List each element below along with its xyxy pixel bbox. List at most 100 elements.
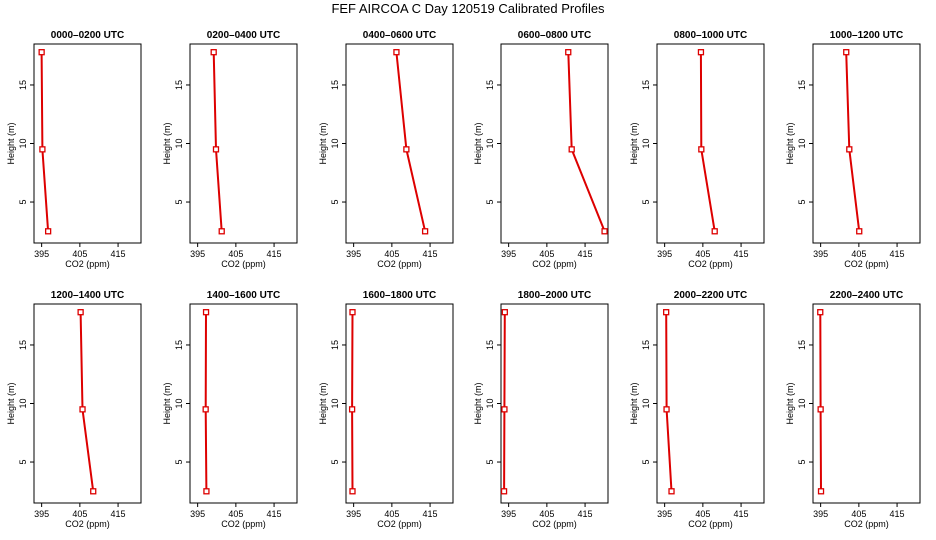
plot-frame <box>656 303 765 504</box>
x-axis-label: CO2 (ppm) <box>688 519 733 529</box>
data-point <box>202 309 210 316</box>
x-tick-label: 405 <box>539 249 554 259</box>
y-tick-label: 10 <box>174 138 184 148</box>
data-point <box>349 309 356 316</box>
y-tick-label: 5 <box>174 460 184 465</box>
y-tick-label: 10 <box>18 138 28 148</box>
plot-frame <box>189 43 298 244</box>
y-tick-label: 15 <box>797 340 807 350</box>
data-point <box>663 406 670 413</box>
data-point <box>393 49 400 56</box>
panel-title: 1400–1600 UTC <box>207 290 280 301</box>
figure-title: FEF AIRCOA C Day 120519 Calibrated Profi… <box>331 1 605 16</box>
x-tick-label: 415 <box>111 249 126 259</box>
profile-panel: 0800–1000 UTC 395 405 415 5 10 15 CO2 (ppm) Heig… <box>629 30 765 269</box>
profile-panel: 1000–1200 UTC 395 405 415 5 10 15 CO2 (ppm) Heig… <box>785 30 921 269</box>
x-axis-label: CO2 (ppm) <box>377 519 422 529</box>
panel-title: 0800–1000 UTC <box>674 30 747 41</box>
x-tick-label: 405 <box>851 249 866 259</box>
data-point <box>817 309 824 316</box>
x-tick-label: 395 <box>501 509 516 519</box>
data-point <box>663 309 670 316</box>
panel-title: 2200–2400 UTC <box>830 290 903 301</box>
profile-panel: 1400–1600 UTC 395 405 415 5 10 15 CO2 (ppm) Heig… <box>162 290 298 529</box>
x-tick-label: 405 <box>72 509 87 519</box>
y-tick-label: 15 <box>485 80 495 90</box>
x-axis-label: CO2 (ppm) <box>221 259 266 269</box>
plot-frame <box>656 43 765 244</box>
profile-line <box>567 52 606 232</box>
profile-panel: 0200–0400 UTC 395 405 415 5 10 15 CO2 (ppm) Heig… <box>162 30 298 269</box>
y-tick-label: 10 <box>797 398 807 408</box>
y-axis-label: Height (m) <box>318 122 328 164</box>
data-point <box>856 228 863 235</box>
x-tick-label: 395 <box>190 509 205 519</box>
panel-title: 1600–1800 UTC <box>363 290 436 301</box>
x-tick-label: 405 <box>72 249 87 259</box>
plot-frame <box>500 303 609 504</box>
y-axis-label: Height (m) <box>473 382 483 424</box>
panel-title: 1800–2000 UTC <box>518 290 591 301</box>
profile-panel: 1200–1400 UTC 395 405 415 5 10 15 CO2 (ppm) Heig… <box>6 290 142 529</box>
plot-frame <box>33 303 142 504</box>
x-tick-label: 415 <box>423 509 438 519</box>
data-point <box>39 146 46 153</box>
plot-frame <box>345 303 454 504</box>
profile-line <box>699 52 716 232</box>
y-axis-label: Height (m) <box>6 122 16 164</box>
x-tick-label: 415 <box>267 249 282 259</box>
x-tick-label: 405 <box>695 509 710 519</box>
x-tick-label: 415 <box>890 249 905 259</box>
x-tick-label: 415 <box>890 509 905 519</box>
y-tick-label: 15 <box>174 340 184 350</box>
x-tick-label: 395 <box>34 249 49 259</box>
x-tick-label: 405 <box>384 509 399 519</box>
x-tick-label: 405 <box>228 509 243 519</box>
data-point <box>817 488 825 495</box>
data-point <box>501 309 508 316</box>
x-axis-label: CO2 (ppm) <box>532 519 577 529</box>
x-axis-label: CO2 (ppm) <box>844 519 889 529</box>
profile-panel: 0600–0800 UTC 395 405 415 5 10 15 CO2 (ppm) Heig… <box>473 30 609 269</box>
data-point <box>843 49 850 56</box>
x-axis-label: CO2 (ppm) <box>65 519 110 529</box>
y-axis-label: Height (m) <box>785 122 795 164</box>
x-tick-label: 415 <box>578 249 593 259</box>
y-tick-label: 10 <box>330 398 340 408</box>
y-tick-label: 10 <box>641 138 651 148</box>
data-point <box>212 146 220 153</box>
y-tick-label: 15 <box>797 80 807 90</box>
x-axis-label: CO2 (ppm) <box>377 259 422 269</box>
panel-title: 0600–0800 UTC <box>518 30 591 41</box>
data-point <box>90 488 97 495</box>
x-tick-label: 415 <box>267 509 282 519</box>
y-axis-label: Height (m) <box>629 122 639 164</box>
data-point <box>38 49 45 56</box>
x-tick-label: 415 <box>423 249 438 259</box>
profile-panel: 1800–2000 UTC 395 405 415 5 10 15 CO2 (ppm) Heig… <box>473 290 609 529</box>
data-point <box>500 488 508 495</box>
x-tick-label: 415 <box>111 509 126 519</box>
data-point <box>77 309 84 316</box>
y-tick-label: 10 <box>330 138 340 148</box>
data-point <box>668 488 675 495</box>
y-tick-label: 5 <box>485 460 495 465</box>
y-axis-label: Height (m) <box>162 382 172 424</box>
profile-panel: 1600–1800 UTC 395 405 415 5 10 15 CO2 (ppm) Heig… <box>318 290 454 529</box>
x-tick-label: 415 <box>734 509 749 519</box>
panel-title: 1000–1200 UTC <box>830 30 903 41</box>
y-tick-label: 10 <box>797 138 807 148</box>
y-tick-label: 10 <box>641 398 651 408</box>
data-point <box>421 228 429 235</box>
y-tick-label: 10 <box>485 398 495 408</box>
plot-frame <box>33 43 142 244</box>
data-point <box>846 146 853 153</box>
data-point <box>698 146 705 153</box>
x-tick-label: 405 <box>539 509 554 519</box>
y-tick-label: 10 <box>174 398 184 408</box>
data-point <box>348 406 356 413</box>
panel-title: 2000–2200 UTC <box>674 290 747 301</box>
profile-line <box>40 52 50 232</box>
profile-panel: 0400–0600 UTC 395 405 415 5 10 15 CO2 (ppm) Heig… <box>318 30 454 269</box>
